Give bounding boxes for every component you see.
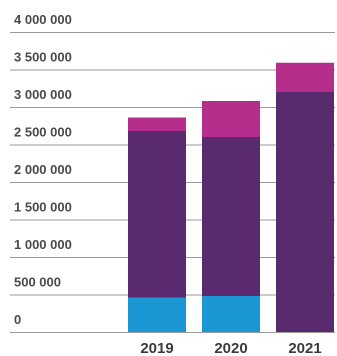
y-tick-label: 500 000 bbox=[14, 275, 61, 290]
x-category-label: 2021 bbox=[288, 340, 321, 356]
y-tick-label: 1 500 000 bbox=[14, 200, 72, 215]
y-tick-label: 3 000 000 bbox=[14, 87, 72, 102]
y-tick-label: 0 bbox=[14, 312, 21, 327]
y-tick-label: 1 000 000 bbox=[14, 237, 72, 252]
bars bbox=[128, 62, 334, 332]
bar-segment bbox=[202, 137, 260, 296]
bar-segment bbox=[128, 297, 186, 332]
bar-segment bbox=[202, 296, 260, 332]
x-category-label: 2020 bbox=[214, 340, 247, 356]
bar-segment bbox=[202, 101, 260, 137]
x-axis-category-labels: 2019 2020 2021 bbox=[140, 340, 321, 356]
bar-segment bbox=[276, 91, 334, 332]
y-tick-label: 2 500 000 bbox=[14, 125, 72, 140]
bar-segment bbox=[276, 62, 334, 92]
y-axis-tick-labels: 0 500 000 1 000 000 1 500 000 2 000 000 2 500… bbox=[14, 12, 72, 327]
y-tick-label: 4 000 000 bbox=[14, 12, 72, 27]
bar-segment bbox=[128, 131, 186, 298]
y-tick-label: 2 000 000 bbox=[14, 162, 72, 177]
x-category-label: 2019 bbox=[140, 340, 173, 356]
y-tick-label: 3 500 000 bbox=[14, 50, 72, 65]
bar-segment bbox=[128, 117, 186, 131]
